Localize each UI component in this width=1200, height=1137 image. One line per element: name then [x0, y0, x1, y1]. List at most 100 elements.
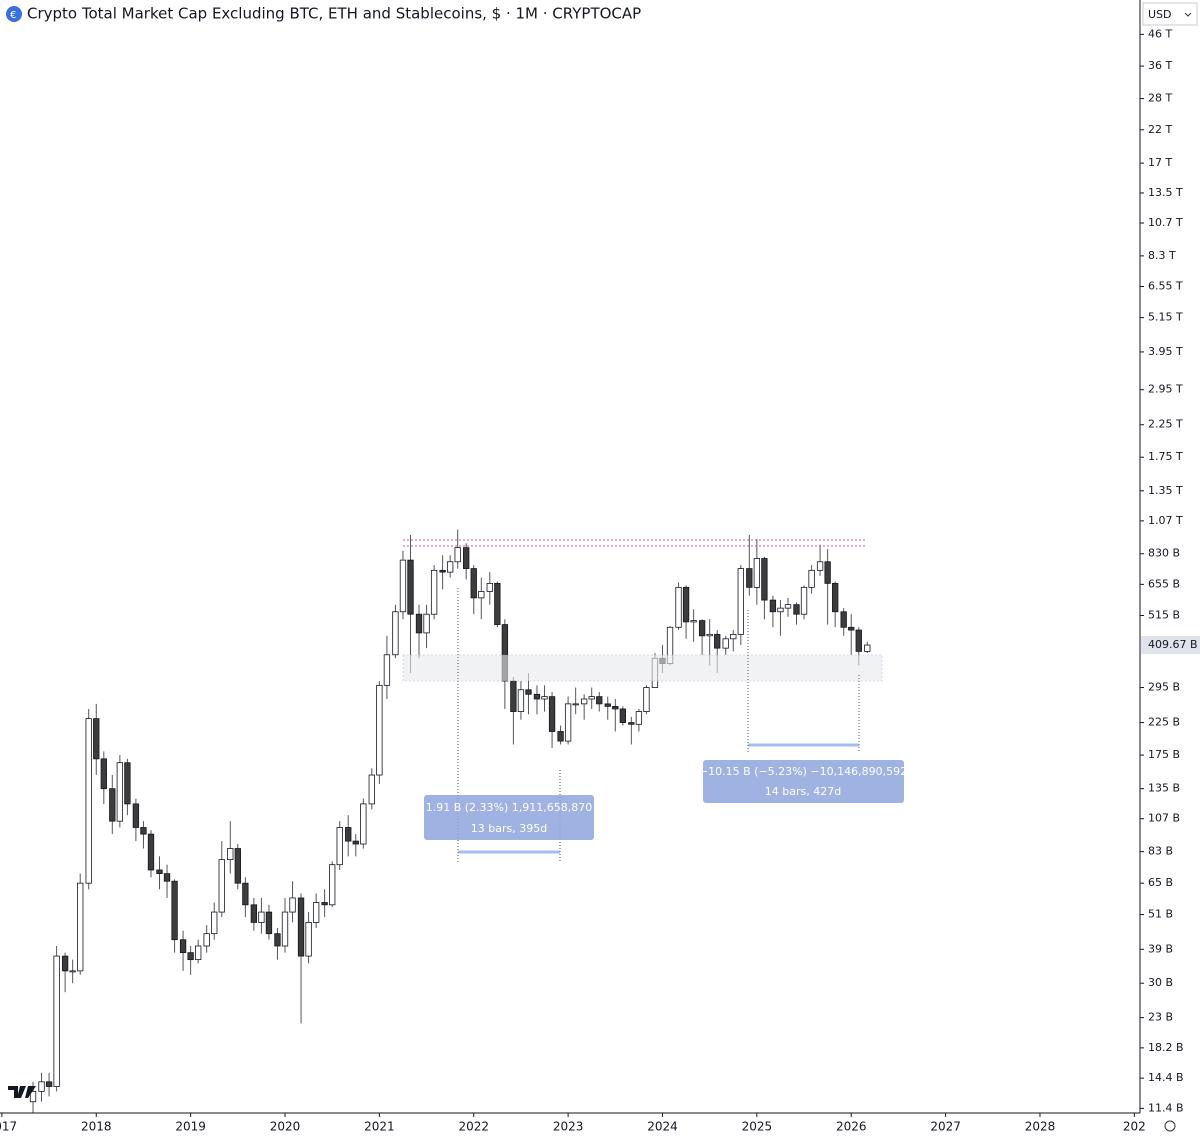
y-tick-label: 135 B	[1148, 782, 1180, 795]
candle-body	[383, 654, 391, 686]
candle-body	[793, 604, 800, 615]
plot-area	[29, 529, 871, 1113]
y-tick-label: 51 B	[1148, 908, 1173, 921]
x-tick-label: 2025	[742, 1120, 773, 1134]
measure-box	[424, 795, 594, 840]
candle-body	[360, 803, 367, 845]
y-tick-label: 5.15 T	[1148, 311, 1183, 324]
candle-body	[690, 620, 697, 623]
candle-body	[140, 827, 147, 835]
settings-icon[interactable]	[1164, 1120, 1176, 1132]
candle-body	[737, 568, 744, 635]
measure-text: 13 bars, 395d	[471, 822, 547, 835]
candle-body	[234, 848, 241, 884]
candle-body	[486, 582, 493, 592]
x-tick-label: 2022	[458, 1120, 489, 1134]
candle-body	[218, 859, 225, 913]
candle-body	[808, 569, 815, 588]
currency-label[interactable]: USD	[1148, 8, 1172, 21]
candle-body	[305, 922, 312, 957]
x-tick-label: 2024	[647, 1120, 678, 1134]
y-tick-label: 11.4 B	[1148, 1101, 1184, 1114]
candle-body	[714, 633, 721, 649]
candle-body	[77, 882, 84, 972]
price-axis	[1140, 0, 1200, 1137]
last-price-box	[1141, 636, 1200, 655]
candle-body	[596, 696, 603, 705]
y-tick-label: 3.95 T	[1148, 345, 1183, 358]
y-tick-label: 107 B	[1148, 812, 1180, 825]
candle-body	[604, 703, 611, 707]
candle-body	[446, 561, 454, 573]
candle-body	[399, 559, 407, 613]
y-tick-label: 23 B	[1148, 1011, 1173, 1024]
candle-body	[619, 708, 627, 723]
candle-body	[69, 970, 76, 973]
y-tick-label: 8.3 T	[1148, 249, 1176, 262]
y-tick-label: 225 B	[1148, 716, 1180, 729]
y-tick-label: 13.5 T	[1148, 186, 1183, 199]
y-tick-label: 36 T	[1148, 59, 1172, 72]
candle-body	[784, 604, 792, 609]
candle-body	[564, 703, 572, 742]
time-axis	[0, 1113, 1140, 1137]
candle-body	[281, 911, 289, 947]
measure-box	[703, 760, 904, 803]
candle-body	[463, 547, 470, 569]
candle-body	[109, 788, 116, 822]
candle-body	[187, 952, 194, 961]
y-tick-label: 1.75 T	[1148, 450, 1183, 463]
measure-text: 1.91 B (2.33%) 1,911,658,870	[426, 801, 593, 814]
dropdown-arrow[interactable]	[1184, 12, 1192, 17]
candle-body	[45, 1081, 53, 1087]
y-tick-label: 10.7 T	[1148, 216, 1183, 229]
candle-body	[494, 582, 501, 625]
candle-body	[156, 869, 163, 875]
support-zone	[402, 654, 883, 682]
measure-text: 14 bars, 427d	[765, 785, 841, 798]
y-tick-label: 83 B	[1148, 845, 1173, 858]
candle-body	[454, 547, 461, 563]
candle-body	[722, 638, 729, 649]
currency-selector[interactable]	[1142, 2, 1198, 26]
candle-body	[643, 687, 650, 712]
candle-body	[675, 586, 682, 628]
candle-body	[265, 911, 273, 935]
y-tick-label: 22 T	[1148, 123, 1172, 136]
y-tick-label: 18.2 B	[1148, 1041, 1184, 1054]
candle-body	[336, 827, 343, 866]
candle-body	[297, 897, 305, 957]
y-tick-label: 655 B	[1148, 577, 1180, 590]
candle-body	[572, 703, 579, 706]
candle-body	[541, 696, 548, 700]
candle-body	[848, 626, 855, 631]
y-tick-label: 1.35 T	[1148, 484, 1183, 497]
candle-body	[533, 693, 541, 700]
candle-body	[501, 624, 509, 682]
last-price-label: 409.67 B	[1148, 638, 1198, 651]
candle-body	[171, 880, 178, 941]
candle-body	[470, 568, 477, 599]
candle-body	[407, 559, 414, 615]
y-tick-label: 515 B	[1148, 608, 1180, 621]
candle-body	[840, 611, 847, 628]
candle-body	[478, 591, 485, 599]
y-tick-label: 295 B	[1148, 681, 1180, 694]
y-tick-label: 175 B	[1148, 748, 1180, 761]
candle-body	[816, 561, 824, 571]
candle-body	[548, 696, 556, 732]
candle-body	[29, 1090, 37, 1103]
y-tick-label: 830 B	[1148, 547, 1180, 560]
candle-body	[163, 873, 171, 882]
candle-body	[100, 758, 107, 790]
x-tick-label: 2021	[364, 1120, 395, 1134]
candle-body	[855, 629, 862, 652]
candle-body	[289, 897, 296, 913]
candle-body	[698, 620, 706, 637]
x-tick-label: 2017	[0, 1120, 17, 1134]
candle-body	[557, 731, 564, 742]
measure-text: −10.15 B (−5.23%) −10,146,890,592	[699, 765, 907, 778]
candle-body	[321, 902, 328, 906]
